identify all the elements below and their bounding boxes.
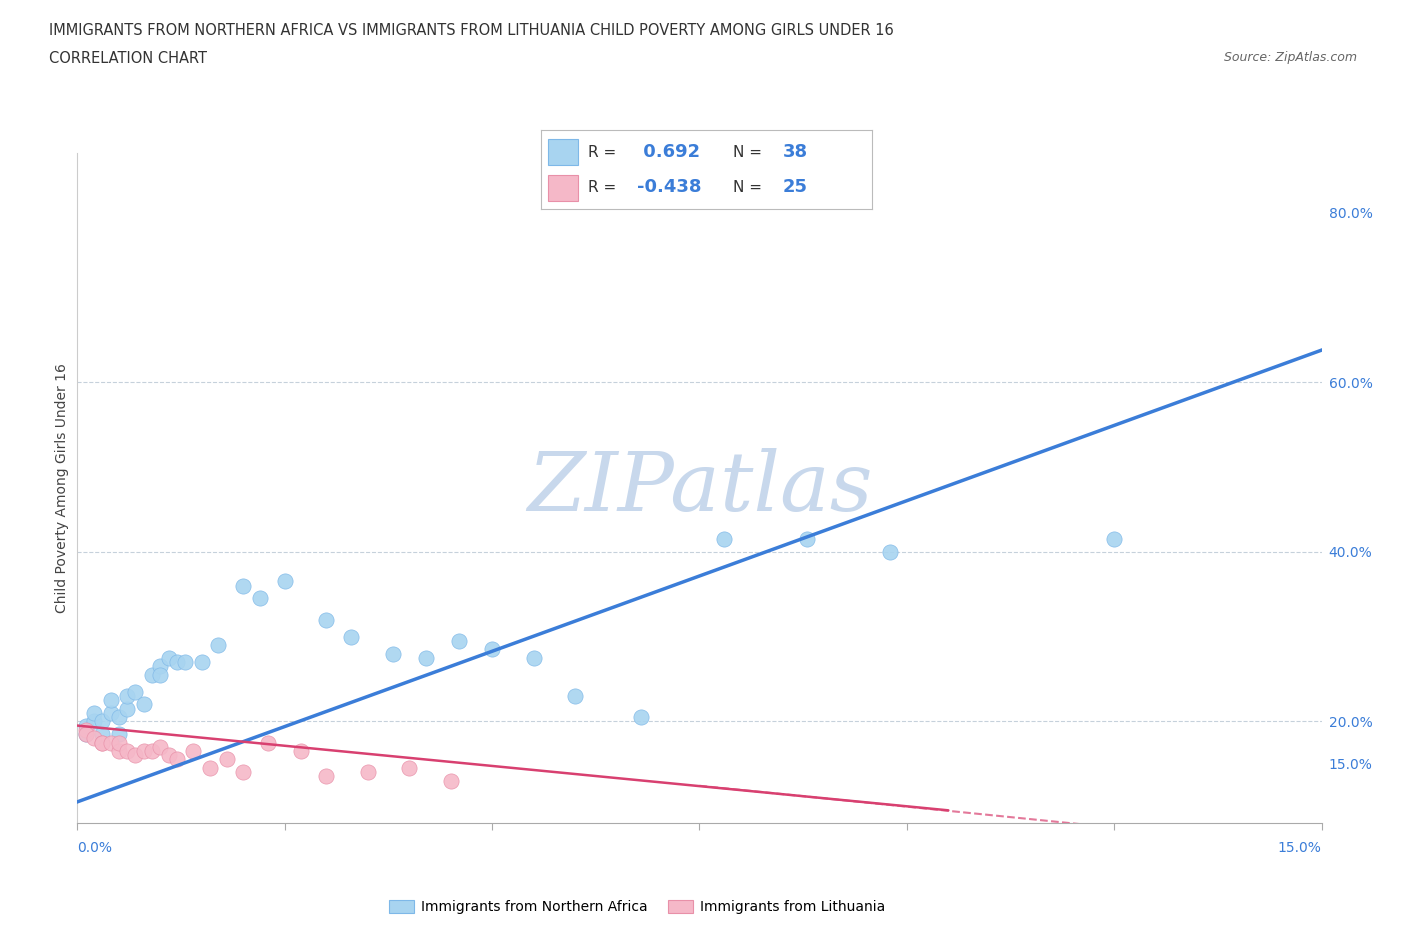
Point	[91, 714, 114, 729]
Point	[141, 744, 163, 759]
Point	[91, 726, 114, 741]
Text: R =: R =	[588, 145, 616, 160]
Point	[108, 710, 131, 724]
Point	[274, 574, 297, 589]
Point	[149, 668, 172, 683]
Point	[398, 761, 420, 776]
FancyBboxPatch shape	[548, 139, 578, 165]
Point	[108, 735, 131, 750]
Point	[166, 655, 188, 670]
Text: 0.0%: 0.0%	[77, 841, 112, 856]
Y-axis label: Child Poverty Among Girls Under 16: Child Poverty Among Girls Under 16	[55, 364, 69, 613]
Text: Source: ZipAtlas.com: Source: ZipAtlas.com	[1223, 51, 1357, 64]
Point	[100, 706, 122, 721]
Point	[91, 735, 114, 750]
Point	[115, 701, 138, 716]
Point	[124, 748, 146, 763]
Point	[100, 735, 122, 750]
Legend: Immigrants from Northern Africa, Immigrants from Lithuania: Immigrants from Northern Africa, Immigra…	[384, 895, 891, 920]
Point	[381, 646, 404, 661]
Point	[191, 655, 214, 670]
Point	[198, 761, 221, 776]
Point	[481, 642, 503, 657]
Point	[630, 710, 652, 724]
Point	[290, 744, 312, 759]
Point	[75, 723, 97, 737]
Point	[83, 714, 105, 729]
Point	[132, 697, 155, 711]
Point	[249, 591, 271, 605]
Point	[75, 726, 97, 741]
Point	[1104, 532, 1126, 547]
Point	[183, 744, 205, 759]
Point	[232, 764, 254, 779]
Point	[315, 612, 337, 627]
Point	[149, 739, 172, 754]
Text: IMMIGRANTS FROM NORTHERN AFRICA VS IMMIGRANTS FROM LITHUANIA CHILD POVERTY AMONG: IMMIGRANTS FROM NORTHERN AFRICA VS IMMIG…	[49, 23, 894, 38]
Text: N =: N =	[733, 145, 762, 160]
Point	[108, 744, 131, 759]
Point	[157, 650, 180, 665]
Point	[91, 735, 114, 750]
Point	[796, 532, 818, 547]
Point	[523, 650, 546, 665]
Text: -0.438: -0.438	[637, 179, 702, 196]
Text: 25: 25	[783, 179, 807, 196]
Point	[75, 718, 97, 733]
Point	[166, 752, 188, 767]
Point	[357, 764, 380, 779]
Point	[83, 706, 105, 721]
Point	[83, 731, 105, 746]
FancyBboxPatch shape	[548, 175, 578, 202]
Text: N =: N =	[733, 179, 762, 194]
Point	[124, 684, 146, 699]
Point	[879, 544, 901, 559]
Point	[440, 773, 463, 788]
Point	[108, 726, 131, 741]
Text: CORRELATION CHART: CORRELATION CHART	[49, 51, 207, 66]
Point	[257, 735, 280, 750]
Point	[415, 650, 437, 665]
Point	[447, 633, 470, 648]
Point	[149, 658, 172, 673]
Point	[215, 752, 238, 767]
Point	[141, 668, 163, 683]
Point	[132, 744, 155, 759]
Point	[713, 532, 735, 547]
Point	[115, 744, 138, 759]
Point	[340, 629, 363, 644]
Point	[232, 578, 254, 593]
Point	[100, 693, 122, 708]
Point	[564, 688, 586, 703]
Text: 15.0%: 15.0%	[1278, 841, 1322, 856]
Text: R =: R =	[588, 179, 616, 194]
Point	[157, 748, 180, 763]
Text: ZIPatlas: ZIPatlas	[527, 448, 872, 528]
Text: 38: 38	[783, 143, 807, 161]
Point	[115, 688, 138, 703]
Text: 0.692: 0.692	[637, 143, 700, 161]
Point	[207, 638, 229, 653]
Point	[174, 655, 197, 670]
Point	[75, 726, 97, 741]
Point	[315, 769, 337, 784]
